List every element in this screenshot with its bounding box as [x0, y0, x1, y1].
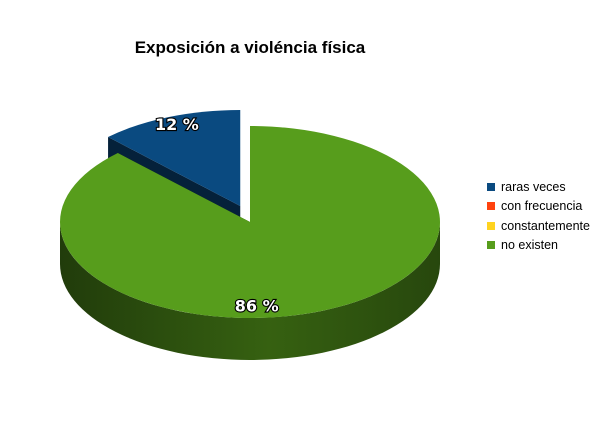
legend-swatch: [487, 241, 495, 250]
data-label-no-existen: 86 %: [235, 296, 279, 315]
data-label-raras-veces: 12 %: [155, 115, 199, 134]
pie-slice-raras-veces: [108, 109, 241, 206]
legend-swatch: [487, 182, 495, 191]
legend: raras veces con frecuencia constantement…: [487, 177, 590, 255]
legend-item-no-existen: no existen: [487, 236, 590, 256]
legend-label: raras veces: [501, 179, 566, 194]
pie-top-layer: [60, 109, 441, 318]
legend-item-con-frecuencia: con frecuencia: [487, 197, 590, 217]
legend-label: no existen: [501, 238, 558, 253]
legend-item-raras-veces: raras veces: [487, 177, 590, 197]
pie-slice-no-existen: [60, 126, 441, 318]
legend-item-constantemente: constantemente: [487, 216, 590, 236]
legend-swatch: [487, 202, 495, 211]
chart-title: Exposición a violéncia física: [134, 38, 366, 57]
pie-slice-side-no-existen: [60, 222, 440, 360]
legend-label: constantemente: [501, 218, 590, 233]
pie-label-layer: 12 % 86 %: [154, 114, 280, 317]
legend-label: con frecuencia: [501, 199, 583, 214]
legend-swatch: [487, 221, 495, 230]
